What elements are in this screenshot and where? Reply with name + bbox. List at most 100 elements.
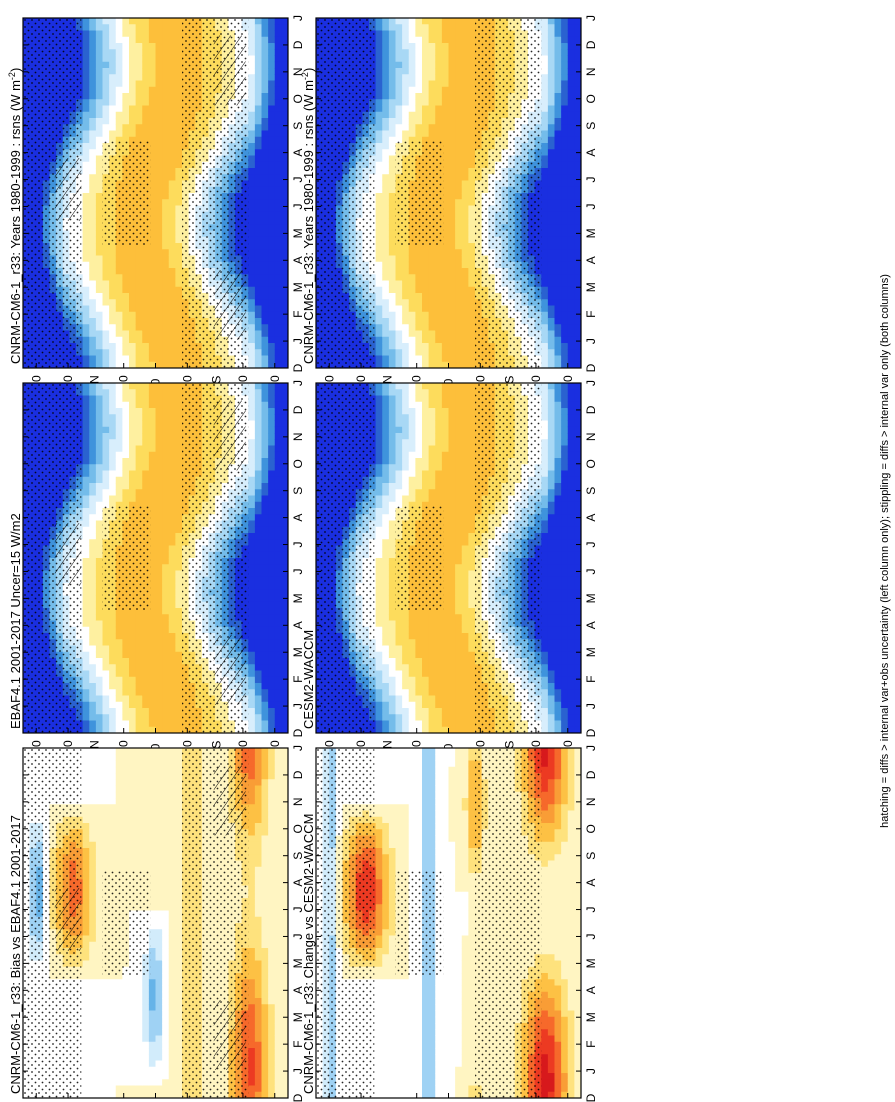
heatmap-cell	[89, 18, 97, 25]
heatmap-cell	[142, 255, 150, 263]
heatmap-cell	[461, 243, 469, 250]
heatmap-cell	[82, 311, 90, 319]
heatmap-cell	[261, 243, 269, 250]
heatmap-cell	[274, 286, 282, 294]
heatmap-cell	[567, 86, 575, 94]
heatmap-cell	[135, 299, 143, 306]
heatmap-cell	[109, 24, 117, 31]
heatmap-cell	[82, 199, 90, 206]
heatmap-cell	[441, 305, 449, 313]
heatmap-cell	[574, 111, 582, 119]
heatmap-cell	[415, 280, 423, 288]
heatmap-cell	[135, 80, 143, 88]
heatmap-cell	[448, 318, 456, 325]
heatmap-cell	[402, 330, 410, 338]
heatmap-cell	[554, 74, 562, 81]
heatmap-cell	[422, 111, 430, 119]
heatmap-cell	[281, 318, 289, 325]
heatmap-cell	[541, 74, 549, 81]
heatmap-cell	[395, 330, 403, 338]
heatmap-cell	[388, 24, 396, 31]
heatmap-cell	[375, 324, 383, 331]
heatmap-cell	[281, 218, 289, 225]
heatmap-cell	[148, 49, 156, 56]
heatmap-cell	[148, 249, 156, 256]
heatmap-cell	[468, 224, 476, 231]
heatmap-cell	[168, 186, 176, 194]
heatmap-cell	[175, 18, 183, 25]
heatmap-cell	[274, 236, 282, 244]
heatmap-cell	[155, 330, 163, 338]
heatmap-cell	[375, 155, 383, 163]
heatmap-cell	[395, 118, 403, 125]
heatmap-cell	[254, 18, 262, 25]
heatmap-cell	[95, 124, 103, 131]
heatmap-cell	[95, 180, 103, 188]
heatmap-cell	[261, 349, 269, 356]
heatmap-cell	[375, 174, 383, 181]
heatmap-cell	[422, 99, 430, 106]
heatmap-cell	[395, 299, 403, 306]
heatmap-cell	[102, 361, 110, 369]
heatmap-cell	[148, 224, 156, 231]
heatmap-cell	[82, 261, 90, 269]
heatmap-cell	[375, 93, 383, 100]
heatmap-cell	[148, 61, 156, 69]
heatmap-cell	[122, 361, 130, 369]
heatmap-cell	[388, 99, 396, 106]
heatmap-cell	[115, 80, 123, 88]
heatmap-cell	[547, 136, 555, 144]
heatmap-cell	[448, 180, 456, 188]
heatmap-cell	[135, 343, 143, 350]
heatmap-cell	[402, 118, 410, 125]
heatmap-cell	[441, 349, 449, 356]
heatmap-cell	[435, 49, 443, 56]
heatmap-cell	[274, 343, 282, 350]
heatmap-cell	[547, 280, 555, 288]
heatmap-cell	[162, 74, 170, 81]
heatmap-cell	[155, 299, 163, 306]
heatmap-cell	[268, 36, 276, 44]
heatmap-cell	[415, 74, 423, 81]
heatmap-cell	[122, 286, 130, 294]
heatmap-cell	[422, 280, 430, 288]
heatmap-cell	[102, 324, 110, 331]
heatmap-cell	[89, 55, 97, 63]
heatmap-cell	[162, 336, 170, 344]
heatmap-cell	[95, 293, 103, 300]
heatmap-cell	[567, 80, 575, 88]
heatmap-cell	[135, 24, 143, 31]
heatmap-cell	[547, 311, 555, 319]
heatmap-cell	[422, 330, 430, 338]
heatmap-cell	[248, 80, 256, 88]
heatmap-cell	[574, 130, 582, 138]
heatmap-cell	[561, 349, 569, 356]
heatmap-cell	[574, 355, 582, 363]
heatmap-cell	[561, 30, 569, 38]
heatmap-cell	[388, 86, 396, 94]
heatmap-cell	[375, 286, 383, 294]
heatmap-cell	[155, 30, 163, 38]
heatmap-cell	[574, 243, 582, 250]
heatmap-cell	[561, 355, 569, 363]
heatmap-cell	[115, 330, 123, 338]
heatmap-cell	[428, 136, 436, 144]
heatmap-cell	[82, 99, 90, 106]
heatmap-cell	[248, 55, 256, 63]
heatmap-cell	[248, 255, 256, 263]
heatmap-cell	[261, 118, 269, 125]
heatmap-cell	[461, 274, 469, 281]
heatmap-cell	[402, 261, 410, 269]
heatmap-cell	[448, 243, 456, 250]
heatmap-cell	[109, 86, 117, 94]
heatmap-cell	[541, 43, 549, 50]
heatmap-cell	[455, 80, 463, 88]
heatmap-cell	[274, 249, 282, 256]
heatmap-cell	[448, 255, 456, 263]
heatmap-cell	[82, 249, 90, 256]
heatmap-cell	[115, 124, 123, 131]
heatmap-cell	[441, 105, 449, 113]
heatmap-cell	[441, 268, 449, 275]
heatmap-cell	[375, 255, 383, 263]
